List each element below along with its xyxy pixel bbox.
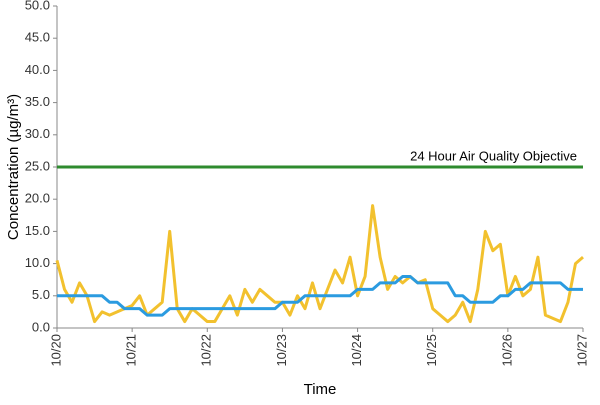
y-tick-label: 5.0 (32, 287, 50, 302)
y-tick-label: 35.0 (25, 94, 50, 109)
y-tick-label: 40.0 (25, 62, 50, 77)
x-axis-label: Time (304, 381, 337, 398)
y-tick-label: 25.0 (25, 158, 50, 173)
x-tick-label: 10/23 (274, 334, 289, 367)
y-tick-label: 45.0 (25, 30, 50, 45)
x-tick-label: 10/20 (48, 334, 63, 367)
y-axis-label: Concentration (µg/m³) (5, 94, 22, 240)
y-tick-label: 0.0 (32, 319, 50, 334)
y-tick-label: 15.0 (25, 223, 50, 238)
y-tick-label: 30.0 (25, 126, 50, 141)
y-tick-label: 50.0 (25, 0, 50, 12)
series-line (57, 274, 583, 317)
x-tick-label: 10/27 (574, 334, 589, 367)
x-tick-label: 10/21 (124, 334, 139, 367)
y-tick-label: 20.0 (25, 191, 50, 206)
x-tick-label: 10/22 (199, 334, 214, 367)
x-tick-label: 10/25 (424, 334, 439, 367)
objective-label: 24 Hour Air Quality Objective (410, 148, 577, 163)
y-tick-label: 10.0 (25, 255, 50, 270)
x-tick-label: 10/24 (349, 334, 364, 367)
x-tick-label: 10/26 (499, 334, 514, 367)
series-line (55, 204, 584, 324)
